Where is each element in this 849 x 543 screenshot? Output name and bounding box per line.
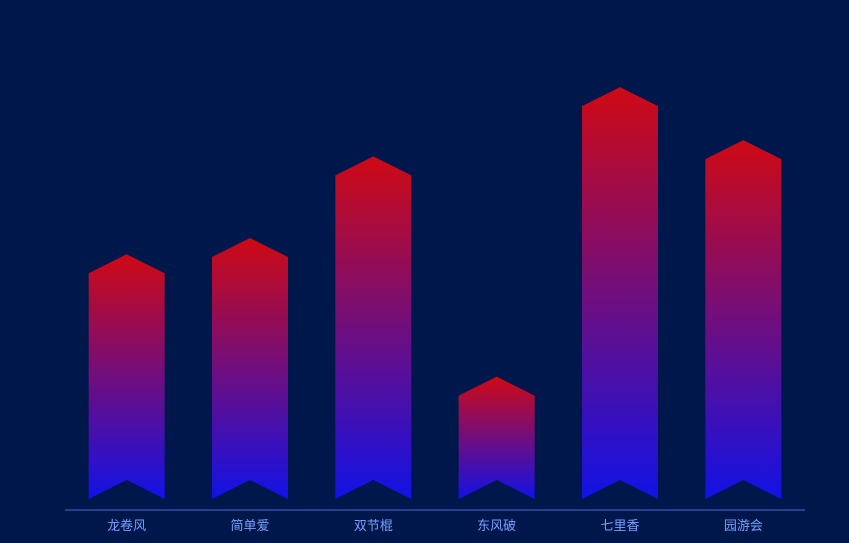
x-tick-label: 龙卷风 <box>107 518 146 534</box>
x-tick-label: 七里香 <box>600 519 639 534</box>
x-tick-labels: 龙卷风 简单爱 双节棍 东风破 七里香 园游会 <box>107 518 763 534</box>
x-tick-label: 东风破 <box>477 519 516 534</box>
bar-3 <box>335 156 412 499</box>
bar-6 <box>705 140 782 499</box>
x-tick-label: 园游会 <box>724 519 763 534</box>
bar-2 <box>212 237 288 499</box>
bar-4 <box>458 376 535 499</box>
x-tick-label: 双节棍 <box>354 519 393 534</box>
bar-5 <box>582 87 658 500</box>
bars-group <box>88 87 782 500</box>
x-tick-label: 简单爱 <box>230 518 269 534</box>
bar-1 <box>88 254 165 499</box>
